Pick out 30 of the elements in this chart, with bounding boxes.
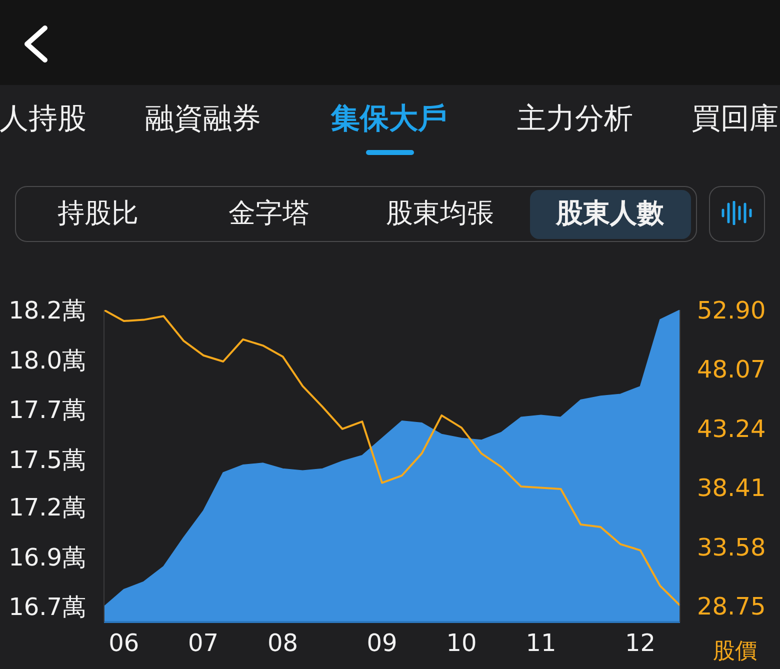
chart-title: 集保大戶: [330, 100, 448, 137]
y2-tick-label: 52.90: [697, 296, 766, 325]
x-tick-label: 12: [625, 629, 656, 658]
x-tick-label: 11: [526, 629, 556, 658]
text: 持股比: [56, 197, 140, 231]
y2-tick-label: 43.24: [697, 414, 766, 443]
y-tick-label: 16.7萬: [8, 593, 86, 622]
y-tick-label: 18.2萬: [8, 296, 86, 325]
y-tick-label: 17.7萬: [8, 396, 86, 424]
text: 金字塔: [228, 197, 310, 231]
text: 主力分析: [516, 100, 634, 137]
y2-tick-label: 38.41: [697, 474, 766, 502]
text: 人持股: [0, 100, 88, 137]
text: 融資融券: [144, 100, 262, 137]
x-tick-label: 10: [446, 629, 477, 658]
x-tick-label: 06: [108, 629, 140, 658]
y2-tick-label: 33.58: [697, 533, 766, 562]
y-tick-label: 18.0萬: [8, 346, 86, 374]
y-tick-label: 16.9萬: [8, 543, 86, 572]
text: 買回庫: [690, 100, 780, 137]
y2-axis-title: 股價: [712, 638, 758, 666]
x-tick-label: 09: [366, 629, 398, 658]
y2-tick-label: 28.75: [697, 592, 766, 621]
y-tick-label: 17.5萬: [8, 446, 86, 474]
y2-tick-label: 48.07: [697, 356, 766, 384]
chart-subtitle: 股東人數: [554, 197, 665, 231]
y-tick-label: 17.2萬: [8, 494, 86, 522]
x-tick-label: 07: [188, 629, 219, 658]
x-tick-label: 08: [267, 629, 298, 658]
text: 股東均張: [385, 197, 495, 231]
